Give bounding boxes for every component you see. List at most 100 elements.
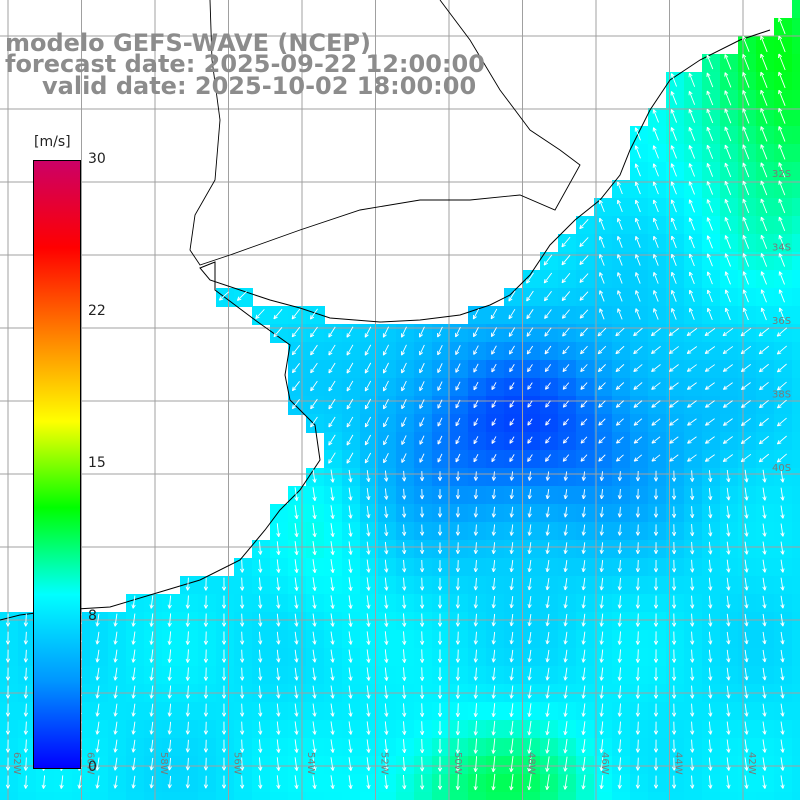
speed-cell xyxy=(558,702,577,721)
wind-arrow xyxy=(617,254,623,266)
speed-cell xyxy=(702,54,721,73)
speed-cell xyxy=(666,738,685,757)
speed-cell xyxy=(360,612,379,631)
speed-cell xyxy=(792,720,800,739)
wind-arrow xyxy=(383,398,389,410)
longitude-label: 62W xyxy=(11,752,22,775)
wind-arrow xyxy=(708,595,713,609)
speed-cell xyxy=(576,216,595,235)
wind-arrow xyxy=(113,721,118,735)
speed-cell xyxy=(324,504,343,523)
wind-arrow xyxy=(348,469,353,483)
speed-cell xyxy=(774,450,793,469)
speed-cell xyxy=(720,720,739,739)
speed-cell xyxy=(774,666,793,685)
wind-arrow xyxy=(635,739,641,753)
wind-arrow xyxy=(5,703,11,717)
speed-cell xyxy=(378,378,397,397)
wind-arrow xyxy=(276,775,281,789)
speed-cell xyxy=(378,738,397,757)
wind-arrow xyxy=(581,774,586,790)
wind-arrow xyxy=(706,307,713,321)
speed-cell xyxy=(720,630,739,649)
wind-arrow xyxy=(294,685,299,699)
latitude-label: 40S xyxy=(772,463,791,474)
speed-cell xyxy=(396,414,415,433)
speed-cell xyxy=(540,666,559,685)
speed-cell xyxy=(342,522,361,541)
wind-arrow xyxy=(599,542,604,554)
speed-cell xyxy=(396,342,415,361)
wind-arrow xyxy=(706,235,713,249)
wind-arrow xyxy=(778,307,785,321)
speed-cell xyxy=(648,720,667,739)
wind-arrow xyxy=(633,382,643,390)
wind-arrow xyxy=(473,720,478,736)
speed-cell xyxy=(540,774,559,793)
speed-cell xyxy=(792,54,800,73)
wind-arrow xyxy=(706,199,713,213)
wind-arrow xyxy=(328,362,336,374)
speed-cell xyxy=(558,558,577,577)
speed-cell xyxy=(468,738,487,757)
wind-arrow xyxy=(95,757,100,771)
wind-arrow xyxy=(364,326,372,338)
wind-arrow xyxy=(491,649,496,663)
wind-arrow xyxy=(221,577,227,591)
speed-cell xyxy=(594,324,613,343)
wind-arrow xyxy=(294,703,299,717)
speed-cell xyxy=(342,702,361,721)
wind-arrow xyxy=(382,326,390,338)
speed-cell xyxy=(738,594,757,613)
speed-cell xyxy=(360,666,379,685)
speed-cell xyxy=(288,540,307,559)
wind-arrow xyxy=(653,739,659,753)
speed-cell xyxy=(504,702,523,721)
speed-cell xyxy=(450,324,469,343)
wind-arrow xyxy=(633,418,643,426)
wind-arrow xyxy=(312,721,317,735)
wind-arrow xyxy=(5,685,11,699)
speed-cell xyxy=(0,738,19,757)
speed-cell xyxy=(648,216,667,235)
speed-cell xyxy=(630,504,649,523)
speed-cell xyxy=(306,360,325,379)
wind-arrow xyxy=(616,217,623,230)
speed-cell xyxy=(774,270,793,289)
speed-cell xyxy=(486,522,505,541)
speed-cell xyxy=(576,252,595,271)
speed-cell xyxy=(108,612,127,631)
speed-cell xyxy=(378,486,397,505)
speed-cell xyxy=(432,324,451,343)
wind-arrow xyxy=(509,631,514,645)
speed-cell xyxy=(774,738,793,757)
wind-arrow xyxy=(131,613,136,627)
wind-arrow xyxy=(671,577,677,591)
speed-cell xyxy=(756,306,775,325)
wind-arrow xyxy=(437,471,443,481)
wind-arrow xyxy=(780,487,785,501)
speed-cell xyxy=(576,288,595,307)
wind-arrow xyxy=(294,541,299,556)
wind-arrow xyxy=(23,703,28,717)
wind-arrow xyxy=(185,721,190,735)
wind-arrow xyxy=(491,382,497,391)
speed-cell xyxy=(504,378,523,397)
speed-cell xyxy=(684,378,703,397)
wind-arrow xyxy=(651,364,661,372)
wind-arrow xyxy=(690,613,695,627)
wind-arrow xyxy=(543,254,553,266)
speed-cell xyxy=(630,630,649,649)
speed-cell xyxy=(360,378,379,397)
speed-cell xyxy=(18,648,37,667)
wind-arrow xyxy=(760,198,768,214)
speed-cell xyxy=(378,720,397,739)
speed-cell xyxy=(702,666,721,685)
speed-cell xyxy=(360,342,379,361)
wind-arrow xyxy=(509,418,515,426)
wind-arrow xyxy=(561,291,571,301)
speed-cell xyxy=(576,378,595,397)
wind-arrow xyxy=(670,163,677,177)
speed-cell xyxy=(234,792,253,800)
speed-cell xyxy=(756,630,775,649)
